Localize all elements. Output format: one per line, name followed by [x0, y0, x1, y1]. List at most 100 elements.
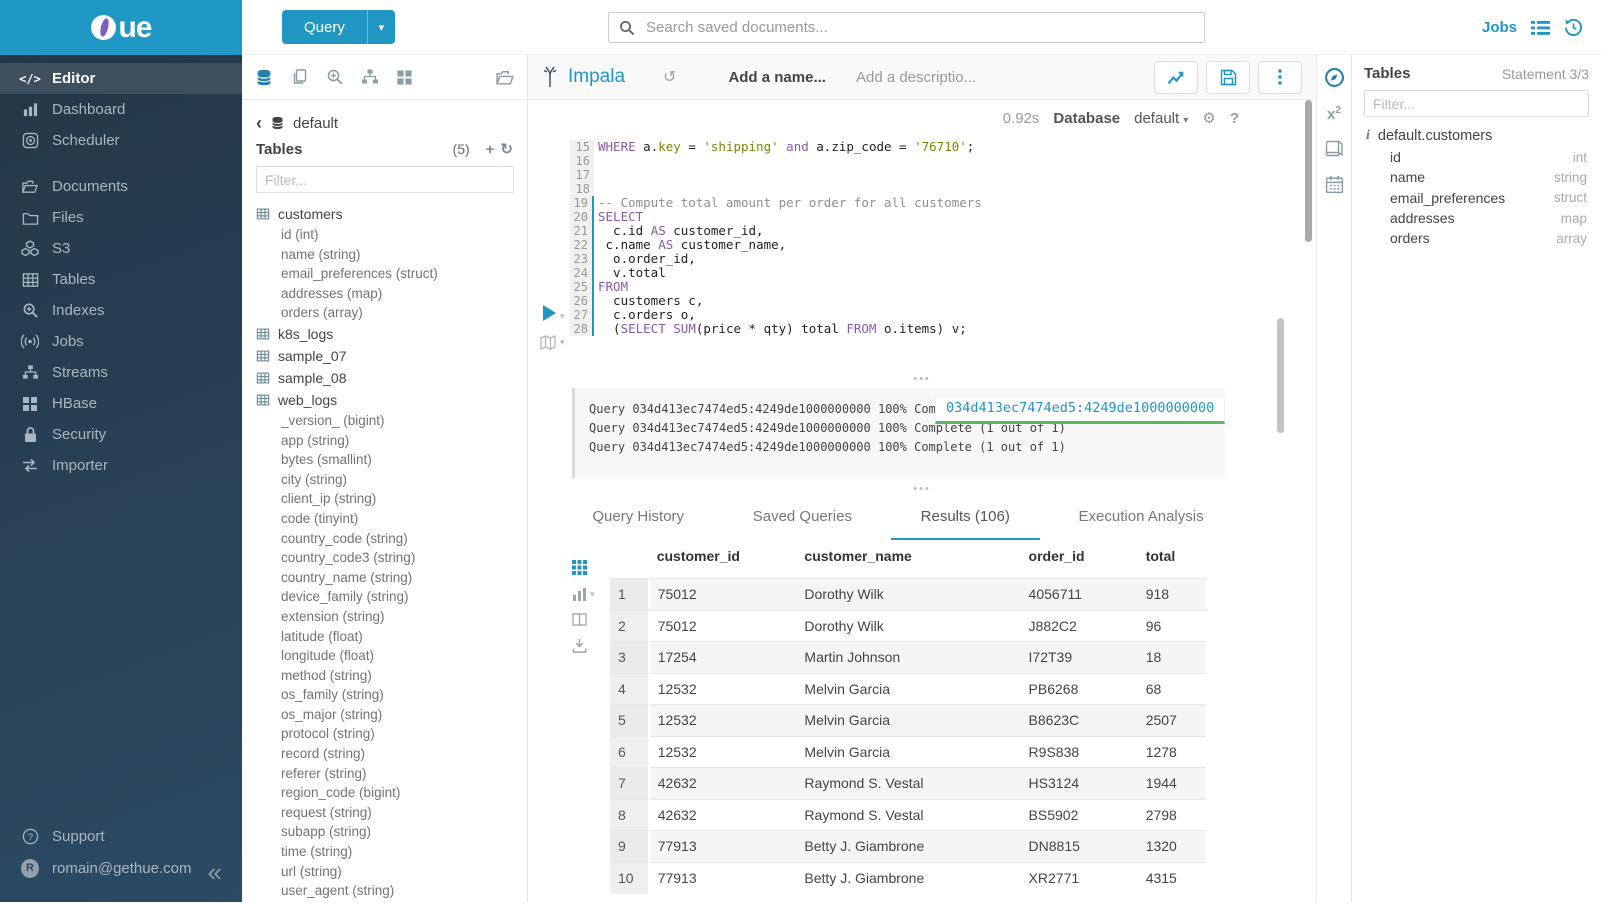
- tree-column[interactable]: addresses (map): [242, 284, 527, 304]
- snippet-history-icon[interactable]: ↺: [663, 67, 676, 87]
- tree-column[interactable]: subapp (string): [242, 822, 527, 842]
- resize-grip-bottom[interactable]: •••: [528, 485, 1316, 495]
- assist-apps-icon[interactable]: [396, 69, 413, 86]
- tree-column[interactable]: orders (array): [242, 303, 527, 323]
- tree-table-sample_08[interactable]: sample_08: [242, 367, 527, 389]
- download-icon[interactable]: [572, 638, 595, 653]
- results-column-header[interactable]: customer_name: [796, 542, 1020, 579]
- schedule-icon[interactable]: [1325, 175, 1344, 194]
- tree-column[interactable]: city (string): [242, 470, 527, 490]
- right-column-addresses[interactable]: addressesmap: [1352, 208, 1601, 228]
- tab-query-history[interactable]: Query History: [562, 500, 714, 540]
- sidebar-item-tables[interactable]: Tables: [0, 264, 242, 295]
- functions-icon[interactable]: x2: [1327, 105, 1341, 123]
- save-button[interactable]: [1206, 61, 1250, 94]
- results-column-header[interactable]: order_id: [1021, 542, 1138, 579]
- minimap-icon[interactable]: ▾: [540, 335, 565, 350]
- tree-column[interactable]: _version_ (bigint): [242, 411, 527, 431]
- assist-databases-icon[interactable]: [254, 68, 274, 87]
- tree-column[interactable]: country_name (string): [242, 568, 527, 588]
- tree-column[interactable]: app (string): [242, 431, 527, 451]
- tables-filter-input[interactable]: [256, 166, 514, 193]
- tree-table-web_logs[interactable]: web_logs: [242, 389, 527, 411]
- help-icon[interactable]: ?: [1230, 110, 1239, 127]
- tree-column[interactable]: user_agent (string): [242, 881, 527, 901]
- new-query-button[interactable]: Query ▾: [282, 10, 395, 44]
- jobs-list-icon[interactable]: [1531, 20, 1550, 36]
- tree-table-k8s_logs[interactable]: k8s_logs: [242, 323, 527, 345]
- tree-column[interactable]: client_ip (string): [242, 489, 527, 509]
- tab-execution-analysis[interactable]: Execution Analysis: [1049, 500, 1234, 540]
- engine-name[interactable]: Impala: [568, 66, 625, 88]
- sidebar-item-indexes[interactable]: Indexes: [0, 295, 242, 326]
- sidebar-item-security[interactable]: Security: [0, 419, 242, 450]
- editor-code[interactable]: WHERE a.key = 'shipping' and a.zip_code …: [598, 140, 1258, 336]
- tree-column[interactable]: protocol (string): [242, 724, 527, 744]
- resize-grip-top[interactable]: •••: [528, 375, 1316, 385]
- tree-column[interactable]: request (string): [242, 803, 527, 823]
- execute-options-caret-icon[interactable]: ▾: [560, 311, 565, 322]
- sidebar-item-dashboard[interactable]: Dashboard: [0, 94, 242, 125]
- jobs-link[interactable]: Jobs: [1482, 19, 1517, 36]
- tree-column[interactable]: url (string): [242, 862, 527, 882]
- tree-column[interactable]: time (string): [242, 842, 527, 862]
- query-history-icon[interactable]: [1564, 18, 1583, 37]
- active-table-row[interactable]: i default.customers: [1352, 125, 1601, 147]
- right-column-orders[interactable]: ordersarray: [1352, 228, 1601, 248]
- tree-table-sample_07[interactable]: sample_07: [242, 345, 527, 367]
- editor-assistant-icon[interactable]: [1324, 67, 1345, 88]
- tree-column[interactable]: country_code3 (string): [242, 548, 527, 568]
- code-editor[interactable]: 1516171819202122232425262728 WHERE a.key…: [528, 136, 1288, 381]
- sidebar-item-s3[interactable]: S3: [0, 233, 242, 264]
- sidebar-item-importer[interactable]: Importer: [0, 450, 242, 481]
- tree-column[interactable]: extension (string): [242, 607, 527, 627]
- tree-column[interactable]: code (tinyint): [242, 509, 527, 529]
- sidebar-item-editor[interactable]: </>Editor: [0, 63, 242, 94]
- tree-column[interactable]: region_code (bigint): [242, 783, 527, 803]
- tab-saved-queries[interactable]: Saved Queries: [723, 500, 882, 540]
- hue-logo[interactable]: ue: [0, 0, 242, 55]
- sidebar-item-files[interactable]: Files: [0, 202, 242, 233]
- tree-column[interactable]: longitude (float): [242, 646, 527, 666]
- tab-results-106-[interactable]: Results (106): [891, 500, 1040, 540]
- sidebar-item-hbase[interactable]: HBase: [0, 388, 242, 419]
- right-column-id[interactable]: idint: [1352, 147, 1601, 167]
- query-dropdown-caret-icon[interactable]: ▾: [367, 10, 395, 44]
- sidebar-item-user[interactable]: R romain@gethue.com: [0, 852, 242, 884]
- page-scrollbar[interactable]: [1305, 100, 1312, 242]
- search-input[interactable]: [644, 18, 1194, 37]
- sidebar-item-jobs[interactable]: Jobs: [0, 326, 242, 357]
- tree-column[interactable]: email_preferences (struct): [242, 264, 527, 284]
- back-chevron-icon[interactable]: ‹: [256, 114, 262, 132]
- execute-query-button[interactable]: [543, 305, 556, 321]
- results-column-header[interactable]: customer_id: [649, 542, 797, 579]
- chart-button[interactable]: [1154, 61, 1198, 94]
- right-column-name[interactable]: namestring: [1352, 167, 1601, 187]
- tree-column[interactable]: record (string): [242, 744, 527, 764]
- tree-column[interactable]: os_family (string): [242, 685, 527, 705]
- table-info-icon[interactable]: i: [1366, 128, 1370, 144]
- query-name-field[interactable]: Add a name...: [728, 69, 826, 86]
- tree-table-customers[interactable]: customers: [242, 203, 527, 225]
- sidebar-collapse-icon[interactable]: «: [208, 857, 222, 888]
- tree-column[interactable]: latitude (float): [242, 627, 527, 647]
- tree-column[interactable]: name (string): [242, 245, 527, 265]
- query-description-field[interactable]: Add a descriptio...: [856, 69, 1154, 86]
- refresh-icon[interactable]: ↻: [500, 140, 513, 158]
- tree-column[interactable]: os_major (string): [242, 705, 527, 725]
- sidebar-item-documents[interactable]: Documents: [0, 171, 242, 202]
- chart-view-icon[interactable]: ▾: [572, 587, 595, 601]
- assist-search-icon[interactable]: [326, 68, 344, 86]
- tree-column[interactable]: bytes (smallint): [242, 450, 527, 470]
- sidebar-item-scheduler[interactable]: Scheduler: [0, 125, 242, 156]
- columns-view-icon[interactable]: [572, 613, 595, 626]
- assist-documents-icon[interactable]: [291, 68, 309, 86]
- add-table-icon[interactable]: +: [486, 141, 495, 158]
- results-column-header[interactable]: total: [1138, 542, 1206, 579]
- sidebar-item-streams[interactable]: Streams: [0, 357, 242, 388]
- tree-column[interactable]: method (string): [242, 666, 527, 686]
- sidebar-item-support[interactable]: ? Support: [0, 820, 242, 852]
- database-name[interactable]: default: [293, 115, 338, 132]
- query-id-link[interactable]: 034d413ec7474ed5:4249de1000000000: [935, 396, 1225, 424]
- grid-view-icon[interactable]: [572, 560, 595, 575]
